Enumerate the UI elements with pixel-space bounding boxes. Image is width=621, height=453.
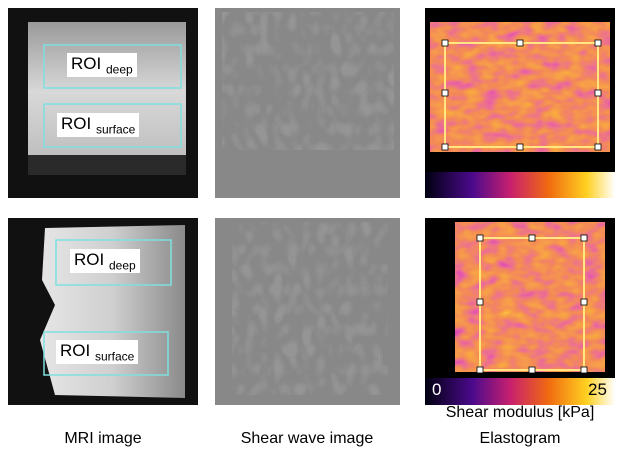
figure: ROI deep ROI surface ROI deep ROI surfac… [0,0,621,453]
roi-sub: surface [96,122,135,136]
roi-sub: deep [106,62,133,76]
colorbar-label: Shear modulus [kPa] [420,404,620,422]
caption: Shear wave image [207,430,407,448]
roi-label: ROI deep [70,249,140,273]
roi-text: ROI [61,114,91,133]
roi-sub: deep [109,258,136,272]
roi-sub: surface [95,349,134,363]
roi-label: ROI surface [57,113,139,137]
caption: Elastogram [420,430,620,448]
colorbar-max: 25 [588,380,607,400]
roi-text: ROI [74,250,104,269]
colorbar-min: 0 [432,380,441,400]
roi-label: ROI deep [67,53,137,77]
roi-text: ROI [60,341,90,360]
roi-text: ROI [71,54,101,73]
roi-label: ROI surface [56,340,138,364]
caption: MRI image [3,430,203,448]
